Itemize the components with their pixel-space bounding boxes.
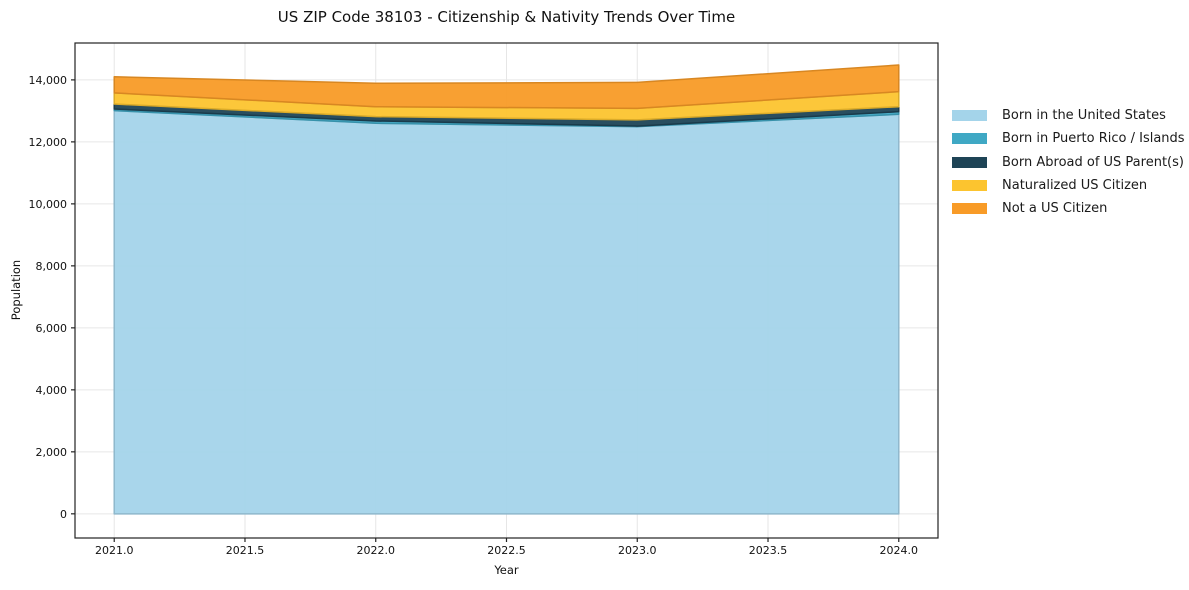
x-tick-label: 2023.5 bbox=[749, 544, 788, 557]
x-tick-label: 2024.0 bbox=[880, 544, 919, 557]
axis-ticks: 2021.0 2021.5 2022.0 2022.5 2023.0 2023.5 2024… bbox=[29, 74, 919, 557]
legend-swatch-icon bbox=[952, 203, 987, 215]
area-born-in-the-united-states bbox=[113, 109, 900, 515]
legend-label: Naturalized US Citizen bbox=[1002, 178, 1148, 194]
legend: Born in the United States Born in Puerto … bbox=[952, 104, 1185, 220]
y-tick-label: 4,000 bbox=[36, 384, 68, 397]
area-not-a-us-citizen bbox=[113, 64, 900, 110]
x-tick-label: 2021.5 bbox=[226, 544, 265, 557]
y-tick-label: 14,000 bbox=[29, 74, 68, 87]
y-tick-label: 6,000 bbox=[36, 322, 68, 335]
chart-title: US ZIP Code 38103 - Citizenship & Nativi… bbox=[277, 8, 736, 26]
legend-item-born-in-puerto-rico-islands: Born in Puerto Rico / Islands bbox=[952, 127, 1185, 150]
legend-label: Not a US Citizen bbox=[1002, 201, 1108, 217]
x-tick-label: 2022.0 bbox=[356, 544, 395, 557]
legend-item-naturalized-us-citizen: Naturalized US Citizen bbox=[952, 174, 1185, 197]
y-tick-label: 2,000 bbox=[36, 446, 68, 459]
legend-label: Born Abroad of US Parent(s) bbox=[1002, 154, 1184, 170]
legend-item-born-abroad-of-us-parent-s: Born Abroad of US Parent(s) bbox=[952, 151, 1185, 174]
x-tick-label: 2021.0 bbox=[95, 544, 134, 557]
legend-swatch-icon bbox=[952, 180, 987, 192]
y-tick-label: 0 bbox=[60, 508, 67, 521]
y-tick-label: 12,000 bbox=[29, 136, 68, 149]
legend-label: Born in Puerto Rico / Islands bbox=[1002, 131, 1185, 147]
x-tick-label: 2023.0 bbox=[618, 544, 657, 557]
y-tick-label: 8,000 bbox=[36, 260, 68, 273]
y-tick-label: 10,000 bbox=[29, 198, 68, 211]
y-axis-label: Population bbox=[9, 259, 23, 321]
legend-item-not-a-us-citizen: Not a US Citizen bbox=[952, 197, 1185, 220]
legend-label: Born in the United States bbox=[1002, 108, 1166, 124]
legend-swatch-icon bbox=[952, 110, 987, 122]
x-axis-label: Year bbox=[494, 563, 519, 577]
legend-item-born-in-the-united-states: Born in the United States bbox=[952, 104, 1185, 127]
legend-swatch-icon bbox=[952, 133, 987, 145]
legend-swatch-icon bbox=[952, 156, 987, 168]
x-tick-label: 2022.5 bbox=[487, 544, 526, 557]
